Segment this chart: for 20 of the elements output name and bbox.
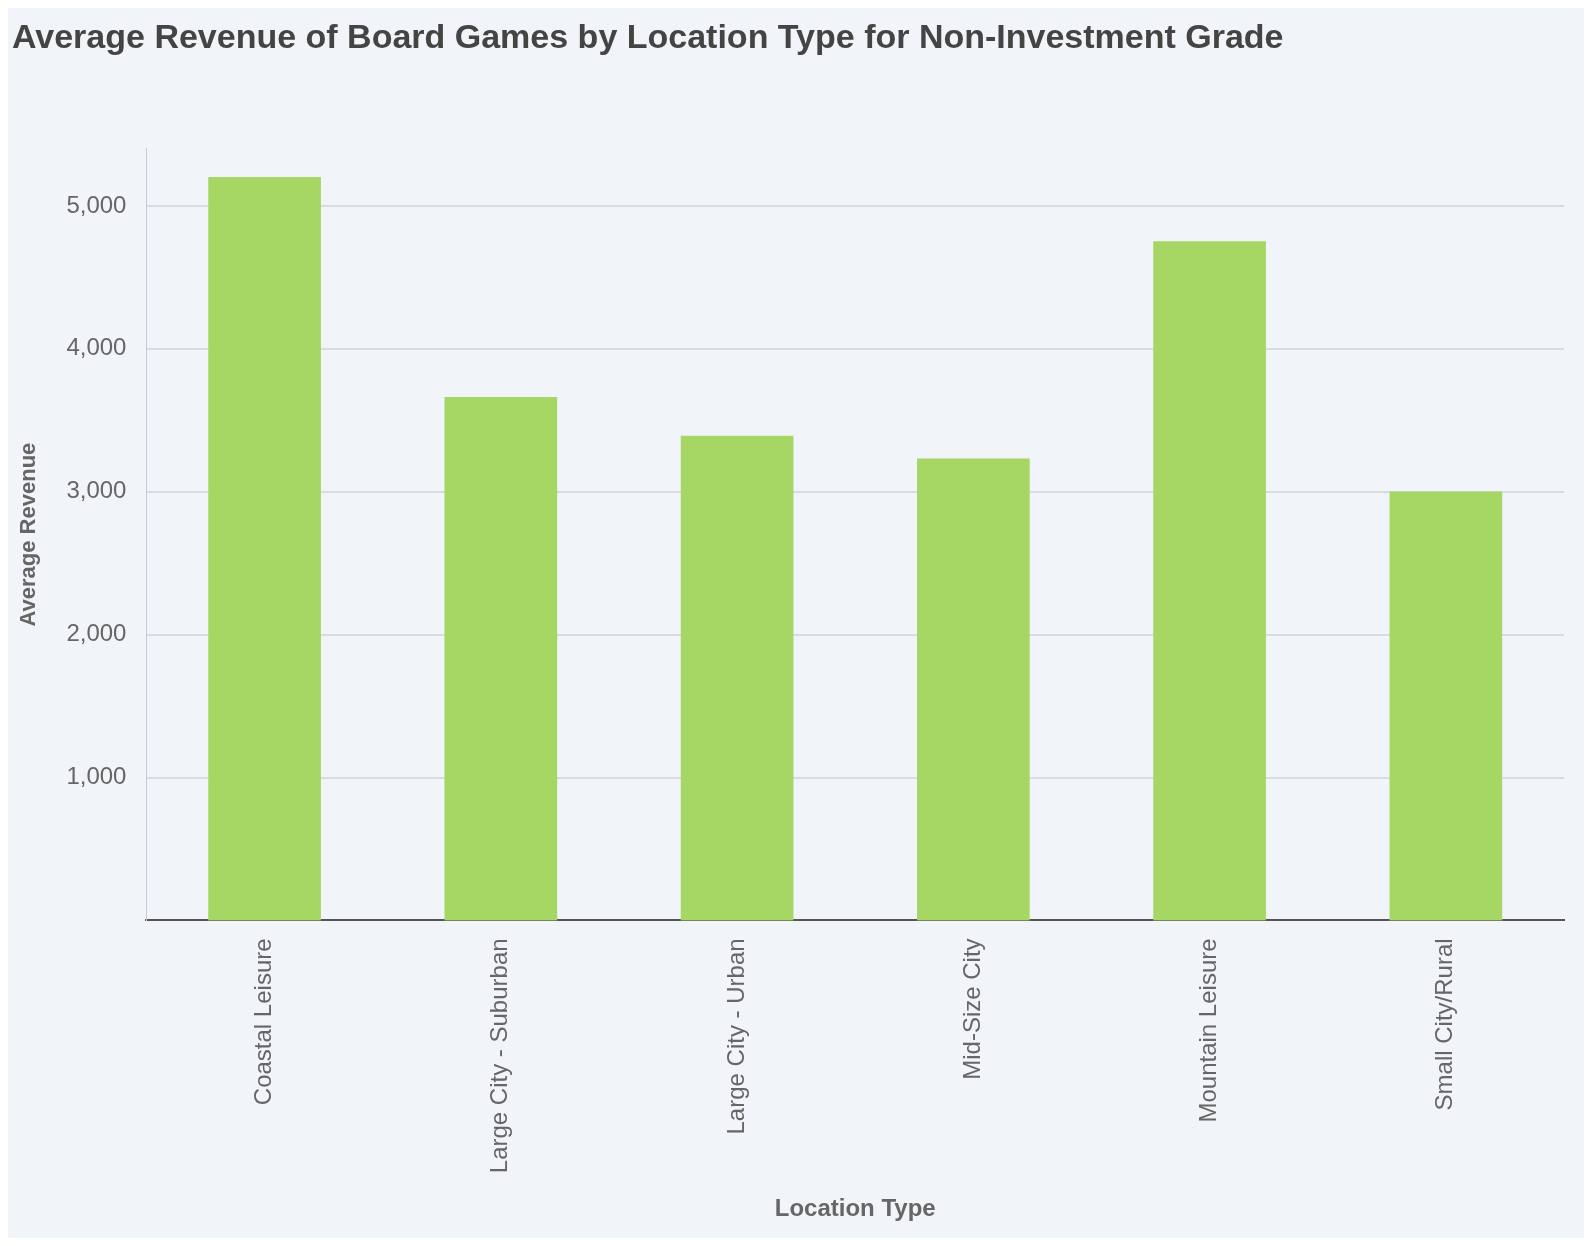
y-tick-label: 1,000 (66, 762, 127, 790)
y-axis-title: Average Revenue (15, 442, 41, 627)
x-tick-label: Mountain Leisure (1194, 938, 1222, 1123)
y-tick-label: 5,000 (66, 190, 127, 218)
bar (208, 177, 321, 921)
bar (917, 458, 1030, 921)
bar (444, 397, 558, 921)
x-tick-label: Small City/Rural (1430, 938, 1458, 1111)
x-tick-label: Large City - Suburban (485, 938, 513, 1174)
y-tick-label: 4,000 (66, 333, 127, 361)
x-tick-label: Large City - Urban (721, 938, 749, 1135)
y-tick-label: 3,000 (66, 476, 127, 504)
x-tick-label: Mid-Size City (957, 938, 985, 1080)
bar (1153, 241, 1266, 921)
bar (680, 435, 794, 921)
x-axis-title: Location Type (774, 1194, 936, 1222)
x-tick-label: Coastal Leisure (249, 938, 277, 1106)
bar (1389, 491, 1503, 921)
y-tick-label: 2,000 (66, 619, 127, 647)
chart-title: Average Revenue of Board Games by Location Type for Non-Investment Grade (12, 16, 1284, 55)
